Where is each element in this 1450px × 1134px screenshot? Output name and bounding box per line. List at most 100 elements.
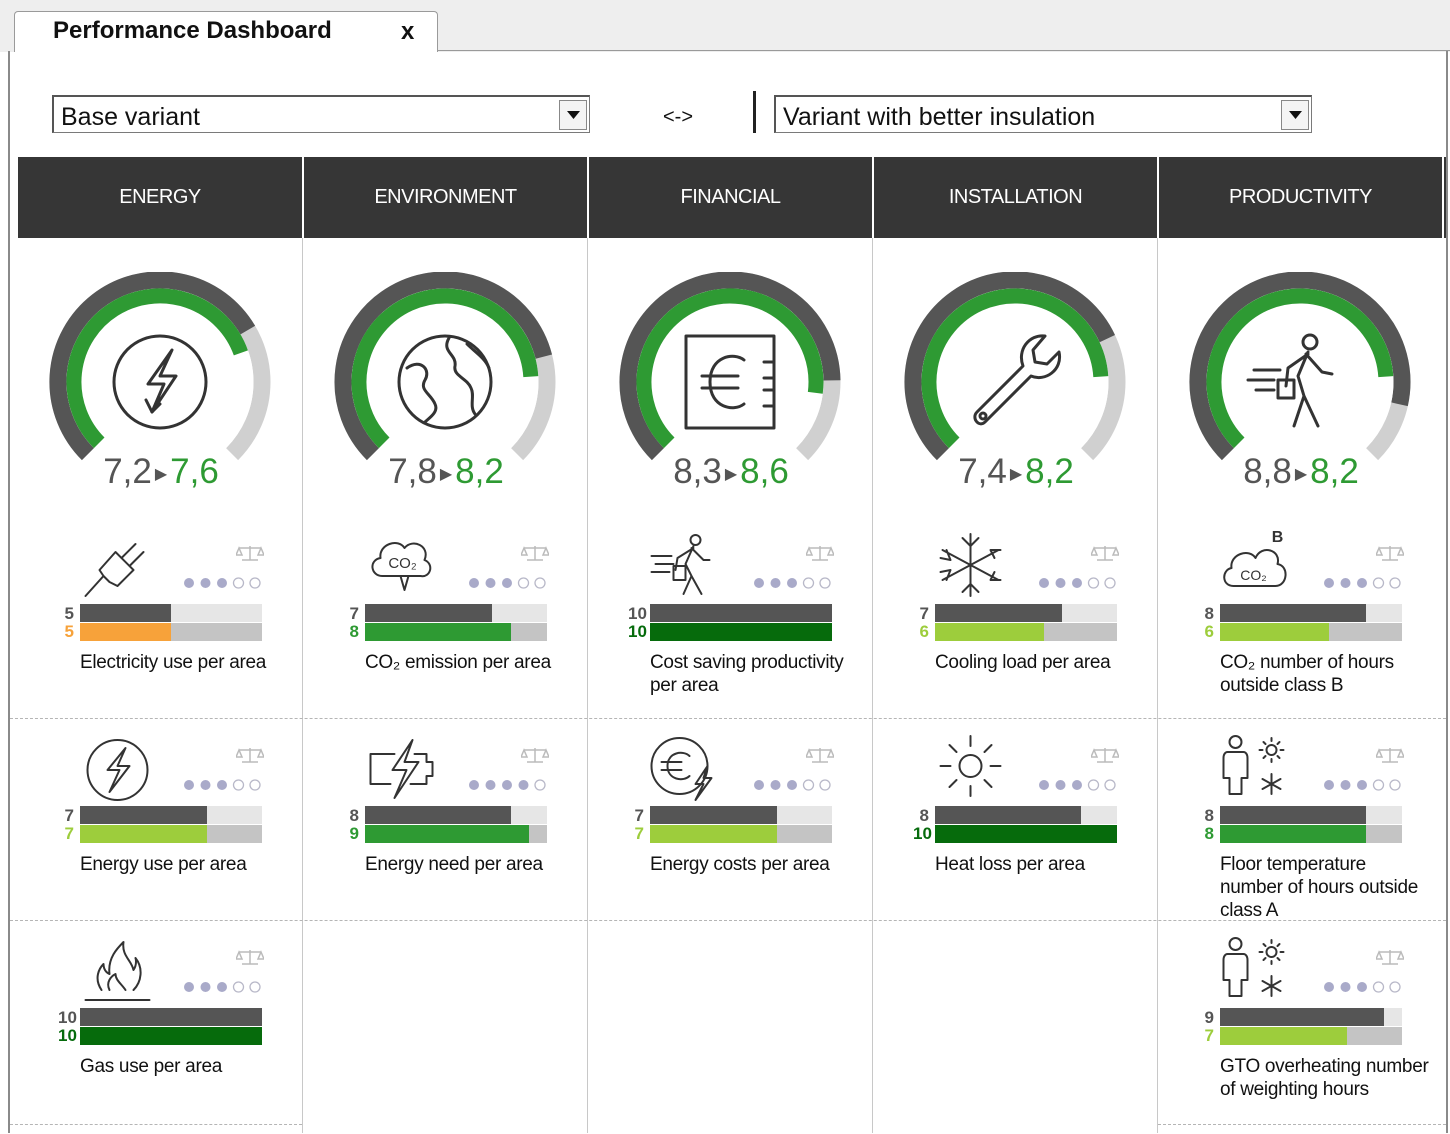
swap-variants-button[interactable]: <->	[663, 106, 694, 128]
indicator-label: Cooling load per area	[935, 652, 1111, 673]
importance-dot	[802, 577, 815, 589]
tab-performance-dashboard[interactable]: Performance Dashboard x	[14, 11, 438, 52]
weighting-scales-icon[interactable]	[519, 746, 551, 769]
importance-dot	[1389, 981, 1401, 993]
weighting-scales-icon[interactable]	[519, 544, 551, 567]
indicator-cell[interactable]: 7 7 Energy use per area	[18, 732, 303, 932]
frame-left-border	[8, 51, 10, 1133]
indicator-cell[interactable]: 8 10 Heat loss per area	[873, 732, 1158, 932]
indicator-label: GTO overheating number of weighting hour…	[1220, 1056, 1429, 1100]
base-score: 8	[1204, 806, 1214, 825]
importance-rating[interactable]	[1037, 576, 1121, 595]
wrench-icon	[973, 334, 1062, 426]
importance-rating[interactable]	[182, 980, 266, 999]
variant-score-fill	[650, 623, 832, 641]
variant-score-fill	[80, 1027, 262, 1045]
variant-score: 7	[1204, 1026, 1214, 1045]
importance-dot	[232, 981, 245, 993]
importance-rating[interactable]	[182, 576, 266, 595]
indicator-label: Electricity use per area	[80, 652, 267, 673]
indicator-cell[interactable]: 9 7 GTO overheating number of weighting ho…	[1158, 934, 1443, 1134]
importance-dot	[787, 578, 797, 588]
dropdown-arrow-icon[interactable]	[559, 100, 587, 130]
productivity-score: 8,8 ▶8,2	[1186, 452, 1416, 492]
variant-score: 8	[1204, 824, 1214, 843]
row-separator	[10, 920, 1446, 921]
score-variant: 8,2	[455, 452, 504, 491]
base-score-fill	[935, 806, 1081, 824]
variant-score-fill	[650, 825, 778, 843]
importance-dot	[232, 779, 245, 791]
gauge-base-arc	[49, 271, 256, 461]
importance-rating[interactable]	[752, 778, 836, 797]
weighting-scales-icon[interactable]	[1374, 948, 1406, 971]
co2-emission-icon: CO₂	[363, 530, 438, 600]
importance-dot	[1389, 779, 1401, 791]
column-divider	[1157, 238, 1158, 1133]
score-variant: 8,2	[1025, 452, 1074, 491]
importance-rating[interactable]	[1322, 778, 1406, 797]
importance-rating[interactable]	[1322, 576, 1406, 595]
importance-dot	[485, 578, 496, 588]
category-header-environment[interactable]: ENVIRONMENT	[304, 157, 587, 238]
indicator-cell[interactable]: CO₂ 7 8 CO₂ emission per area	[303, 530, 588, 730]
weighting-scales-icon[interactable]	[804, 544, 836, 567]
variant-score-fill	[365, 825, 529, 843]
gauge-variant-arc	[921, 288, 1109, 449]
importance-rating[interactable]	[182, 778, 266, 797]
importance-rating[interactable]	[752, 576, 836, 595]
compare-variant-select[interactable]: Variant with better insulation	[774, 95, 1312, 133]
base-score-bar	[1220, 806, 1402, 824]
base-score-fill	[1220, 1008, 1384, 1026]
svg-text:CO₂: CO₂	[388, 555, 417, 572]
indicator-cell[interactable]: 10 10 Gas use per area	[18, 934, 303, 1134]
indicator-cell[interactable]: 8 9 Energy need per area	[303, 732, 588, 932]
weighting-scales-icon[interactable]	[1374, 544, 1406, 567]
indicator-label: Cost saving productivity per area	[650, 652, 844, 696]
category-header-financial[interactable]: FINANCIAL	[589, 157, 872, 238]
tab-close-button[interactable]: x	[401, 18, 415, 45]
weighting-scales-icon[interactable]	[234, 746, 266, 769]
importance-rating[interactable]	[467, 778, 551, 797]
variant-score-bar	[650, 623, 832, 641]
tab-title: Performance Dashboard	[53, 17, 332, 44]
base-score-bar	[650, 604, 832, 622]
importance-rating[interactable]	[1322, 980, 1406, 999]
base-score: 7	[634, 806, 644, 825]
importance-rating[interactable]	[1037, 778, 1121, 797]
indicator-cell[interactable]: 7 7 Energy costs per area	[588, 732, 873, 932]
weighting-scales-icon[interactable]	[234, 948, 266, 971]
variant-score-fill	[80, 623, 171, 641]
indicator-cell[interactable]: 7 6 Cooling load per area	[873, 530, 1158, 730]
score-variant: 7,6	[170, 452, 219, 491]
indicator-label: Gas use per area	[80, 1056, 223, 1077]
indicator-label: CO₂ number of hours outside class B	[1220, 652, 1394, 696]
importance-rating[interactable]	[467, 576, 551, 595]
importance-dot	[1357, 982, 1367, 992]
indicator-cell[interactable]: 5 5 Electricity use per area	[18, 530, 303, 730]
base-score: 10	[58, 1008, 77, 1027]
walking-person-icon	[1246, 333, 1334, 428]
dropdown-arrow-icon[interactable]	[1281, 100, 1309, 130]
weighting-scales-icon[interactable]	[234, 544, 266, 567]
indicator-cell[interactable]: 8 8 Floor temperature number of hours outs…	[1158, 732, 1443, 932]
base-score: 7	[919, 604, 929, 623]
base-variant-select[interactable]: Base variant	[52, 95, 590, 133]
weighting-scales-icon[interactable]	[1374, 746, 1406, 769]
weighting-scales-icon[interactable]	[1089, 746, 1121, 769]
weighting-scales-icon[interactable]	[804, 746, 836, 769]
importance-dot	[1055, 578, 1066, 588]
category-header-installation[interactable]: INSTALLATION	[874, 157, 1157, 238]
base-score-bar	[935, 604, 1117, 622]
variant-score-bar	[935, 825, 1117, 843]
play-arrow-icon: ▶	[154, 465, 168, 483]
category-header-energy[interactable]: ENERGY	[18, 157, 302, 238]
weighting-scales-icon[interactable]	[1089, 544, 1121, 567]
variant-score-fill	[935, 825, 1117, 843]
category-header-label: PRODUCTIVITY	[1229, 186, 1372, 208]
indicator-cell[interactable]: CO₂ B 8 6 CO₂ number of hours outside class …	[1158, 529, 1443, 730]
indicator-cell[interactable]: 10 10 Cost saving productivity per area	[588, 530, 873, 730]
energy-gauge	[46, 271, 274, 472]
category-header-productivity[interactable]: PRODUCTIVITY	[1159, 157, 1442, 238]
importance-dot	[1087, 779, 1100, 791]
